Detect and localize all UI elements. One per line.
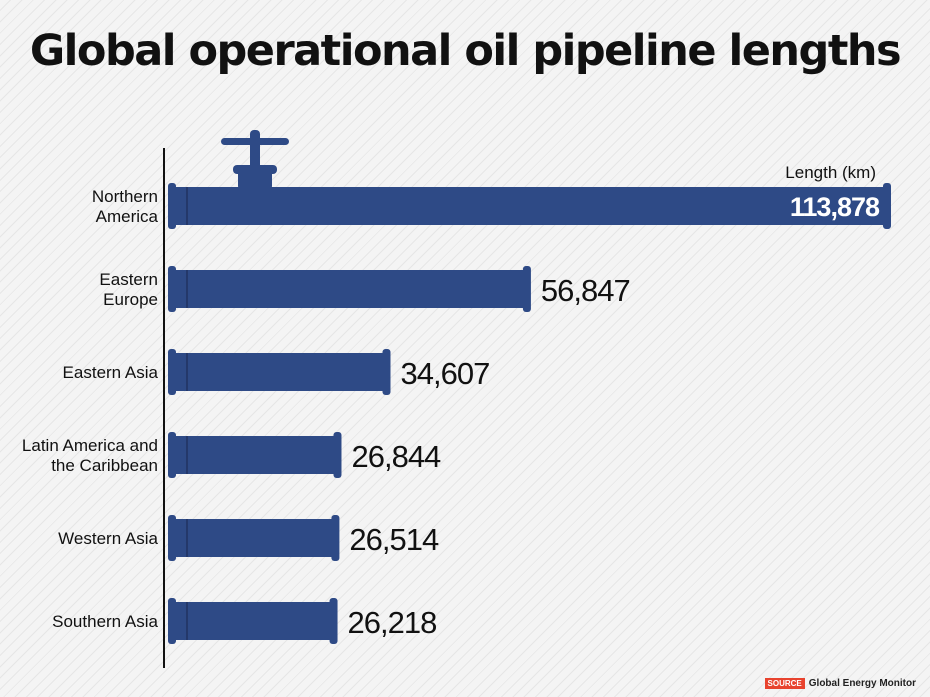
category-label: Eastern Europe [99, 270, 158, 309]
bar-flange-end [333, 432, 342, 478]
bar-joint [186, 353, 188, 391]
bar-flange-start [168, 432, 176, 478]
category-label-line: America [96, 207, 159, 226]
value-label: 56,847 [541, 273, 630, 308]
bar-flange-end [331, 515, 340, 561]
valve-icon [221, 130, 289, 188]
bar-flange-end [382, 349, 391, 395]
bar-1 [168, 183, 891, 229]
category-label: Southern Asia [52, 612, 158, 631]
source-credit: SOURCE Global Energy Monitor [764, 678, 916, 689]
bar-body [168, 353, 387, 391]
bar-5 [168, 515, 340, 561]
category-label: Western Asia [58, 529, 158, 548]
bar-joint [186, 187, 188, 225]
source-tag: SOURCE [764, 678, 805, 689]
bar-6 [168, 598, 338, 644]
category-label: Eastern Asia [63, 363, 159, 382]
bar-body [168, 602, 334, 640]
category-label-line: Eastern Asia [63, 363, 159, 382]
value-label: 113,878 [790, 192, 880, 222]
bar-flange-start [168, 515, 176, 561]
bar-flange-end [329, 598, 338, 644]
value-label: 34,607 [401, 356, 490, 391]
value-label: 26,218 [348, 605, 437, 640]
bar-flange-start [168, 598, 176, 644]
bar-joint [186, 602, 188, 640]
bar-joint [186, 270, 188, 308]
source-text: Global Energy Monitor [808, 678, 916, 689]
bar-body [168, 436, 338, 474]
value-axis-label: Length (km) [785, 163, 876, 182]
category-label-line: Southern Asia [52, 612, 158, 631]
category-label-line: the Caribbean [51, 456, 158, 475]
bar-2 [168, 266, 531, 312]
bar-body [168, 519, 336, 557]
value-label: 26,844 [351, 439, 441, 474]
value-label: 26,514 [349, 522, 439, 557]
bar-joint [186, 436, 188, 474]
category-label-line: Latin America and [22, 436, 158, 455]
category-label-line: Europe [103, 290, 158, 309]
category-label-line: Western Asia [58, 529, 158, 548]
category-label-line: Eastern [99, 270, 158, 289]
bar-flange-end [522, 266, 531, 312]
bar-joint [186, 519, 188, 557]
bar-flange-start [168, 349, 176, 395]
bar-body [168, 270, 527, 308]
bar-flange-end [883, 183, 891, 229]
bar-3 [168, 349, 391, 395]
bar-body [168, 187, 887, 225]
bar-flange-start [168, 183, 176, 229]
chart-title: Global operational oil pipeline lengths [29, 26, 902, 76]
category-label: Northern America [92, 187, 159, 226]
bar-flange-start [168, 266, 176, 312]
bar-4 [168, 432, 342, 478]
category-label: Latin America and the Caribbean [22, 436, 158, 475]
category-label-line: Northern [92, 187, 158, 206]
